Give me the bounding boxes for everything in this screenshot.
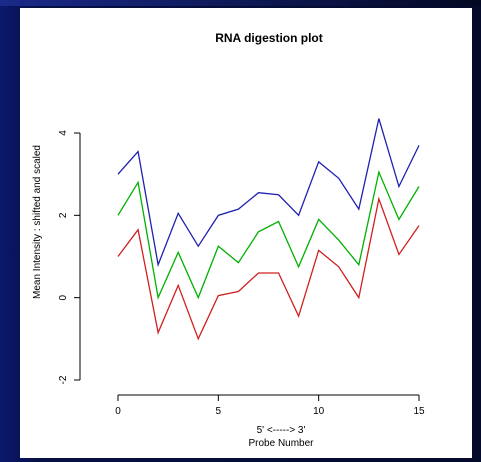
y-tick-label: 2 [58, 212, 69, 218]
y-tick-label: 0 [58, 294, 69, 300]
series-line-3 [117, 196, 420, 341]
plot-panel [20, 8, 472, 458]
y-tick-label: -2 [58, 375, 69, 384]
chart-axes: 0 5 10 15 -2 0 2 4 [58, 130, 425, 417]
x-tick-label: 0 [115, 406, 121, 417]
x-tick-label: 5 [216, 406, 222, 417]
series-line-2 [117, 169, 420, 300]
x-axis-label-line2: Probe Number [248, 438, 314, 449]
series-line-1 [117, 118, 420, 268]
slide-top-bar [0, 0, 481, 6]
x-tick-label: 15 [413, 406, 425, 417]
chart-title: RNA digestion plot [215, 31, 323, 45]
y-tick-label: 4 [58, 130, 69, 136]
chart-series [117, 118, 420, 341]
x-axis-label-line1: 5' <-----> 3' [257, 425, 306, 436]
y-axis-label: Mean Intensity : shifted and scaled [32, 145, 43, 299]
x-tick-label: 10 [313, 406, 325, 417]
